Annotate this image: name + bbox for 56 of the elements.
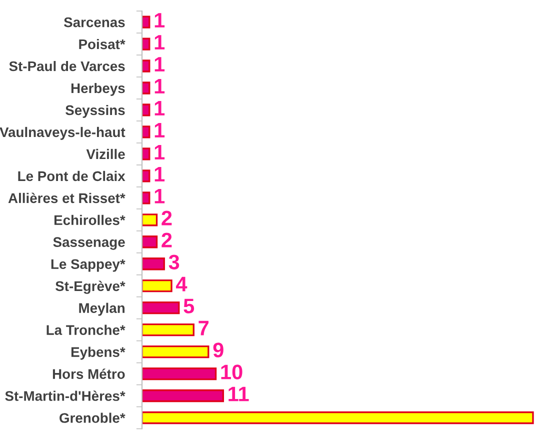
- y-tick-label: Grenoble*: [60, 412, 126, 423]
- bar: [142, 60, 150, 72]
- y-tick-label: St-Martin-d'Hères*: [5, 390, 126, 401]
- bar: [142, 16, 150, 28]
- data-label: 9: [213, 342, 224, 358]
- data-label: 1: [154, 13, 165, 28]
- data-label: 1: [154, 145, 165, 160]
- data-label: 1: [154, 57, 165, 72]
- y-tick-label: La Tronche*: [46, 324, 126, 335]
- bar: [142, 126, 150, 138]
- bar: [142, 148, 150, 160]
- y-tick-label: Eybens*: [71, 346, 126, 360]
- y-tick-label: Echirolles*: [54, 214, 126, 226]
- bar: [142, 170, 150, 182]
- data-label: 11: [228, 386, 249, 402]
- data-label: 4: [176, 276, 188, 292]
- y-tick-label: Herbeys: [71, 82, 125, 96]
- y-tick-label: Hors Métro: [52, 368, 125, 379]
- data-label: 1: [154, 35, 165, 50]
- bar: [142, 38, 150, 50]
- data-label: 5: [184, 298, 194, 314]
- data-label: 2: [162, 210, 172, 226]
- bar: [142, 192, 150, 204]
- data-label: 1: [154, 123, 165, 138]
- bar: [142, 302, 180, 314]
- y-tick-label: Poisat*: [79, 38, 126, 50]
- y-tick-label: Allières et Risset*: [8, 192, 126, 204]
- y-tick-label: St-Paul de Varces: [9, 60, 125, 72]
- y-tick-label: St-Egrève*: [55, 280, 126, 294]
- bar: [142, 214, 158, 226]
- y-tick-label: Le Pont de Claix: [18, 170, 126, 182]
- bar: [142, 367, 217, 380]
- bar: [142, 389, 224, 402]
- y-tick-label: Sassenage: [53, 237, 125, 250]
- bar: [142, 82, 150, 94]
- data-label: 2: [162, 232, 172, 248]
- bar: [142, 411, 534, 424]
- bar: [142, 258, 165, 270]
- data-label: 1: [154, 166, 165, 182]
- y-tick-label: Seyssins: [66, 104, 125, 118]
- data-label: 1: [154, 79, 165, 94]
- y-tick-label: Sarcenas: [64, 17, 125, 28]
- bar: [142, 345, 210, 358]
- bar: [142, 104, 150, 116]
- y-tick-label: Le Sappey*: [51, 259, 126, 272]
- data-label: 7: [198, 320, 208, 336]
- bar: [142, 236, 158, 248]
- y-tick-label: Meylan: [79, 302, 124, 316]
- data-label: 1: [154, 101, 165, 116]
- bar: [142, 323, 194, 336]
- y-tick-label: Vizille: [86, 148, 125, 160]
- data-label: 3: [168, 254, 180, 270]
- y-tick-label: Vaulnaveys-le-haut: [0, 126, 126, 140]
- data-label: 10: [221, 364, 242, 380]
- data-label: 1: [154, 188, 165, 204]
- bar: [142, 280, 172, 292]
